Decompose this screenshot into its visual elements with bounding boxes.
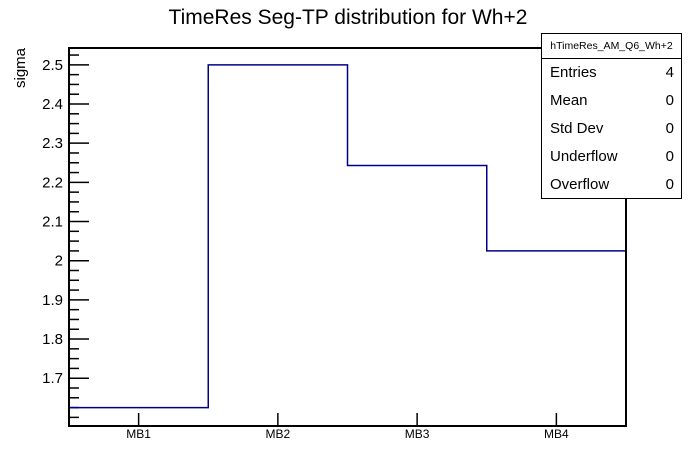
- x-tick-label: MB3: [405, 427, 430, 441]
- x-tick-label: MB2: [266, 427, 291, 441]
- x-tick-label: MB4: [544, 427, 569, 441]
- stats-row-underflow: Underflow 0: [542, 142, 681, 170]
- y-tick-label: 1.8: [42, 331, 63, 348]
- stats-row-stddev: Std Dev 0: [542, 115, 681, 143]
- stats-row-entries: Entries 4: [542, 59, 681, 87]
- stats-box: hTimeRes_AM_Q6_Wh+2 Entries 4 Mean 0 Std…: [541, 33, 682, 199]
- stats-label: Entries: [550, 64, 597, 82]
- stats-label: Underflow: [550, 147, 618, 165]
- stats-value: 4: [665, 64, 674, 82]
- y-tick-label: 2: [55, 253, 63, 270]
- stats-box-title: hTimeRes_AM_Q6_Wh+2: [542, 34, 681, 59]
- y-tick-label: 2.3: [42, 135, 63, 152]
- y-tick-label: 2.2: [42, 174, 63, 191]
- y-tick-label: 2.5: [42, 57, 63, 74]
- y-tick-label: 2.1: [42, 214, 63, 231]
- stats-value: 0: [665, 119, 674, 137]
- stats-value: 0: [665, 147, 674, 165]
- stats-label: Std Dev: [550, 119, 604, 137]
- stats-value: 0: [665, 175, 674, 193]
- stats-value: 0: [665, 92, 674, 110]
- y-tick-label: 1.7: [42, 370, 63, 387]
- stats-label: Mean: [550, 92, 588, 110]
- stats-box-rows: Entries 4 Mean 0 Std Dev 0 Underflow 0 O…: [542, 59, 681, 198]
- stats-label: Overflow: [550, 175, 610, 193]
- stats-row-mean: Mean 0: [542, 87, 681, 115]
- y-axis-title: sigma: [12, 47, 29, 88]
- x-tick-label: MB1: [126, 427, 151, 441]
- histogram-step-line: [69, 64, 626, 409]
- y-tick-label: 1.9: [42, 292, 63, 309]
- plot-title: TimeRes Seg-TP distribution for Wh+2: [168, 6, 528, 29]
- stats-row-overflow: Overflow 0: [542, 170, 681, 198]
- y-tick-label: 2.4: [42, 96, 63, 113]
- plot-frame: [68, 47, 627, 427]
